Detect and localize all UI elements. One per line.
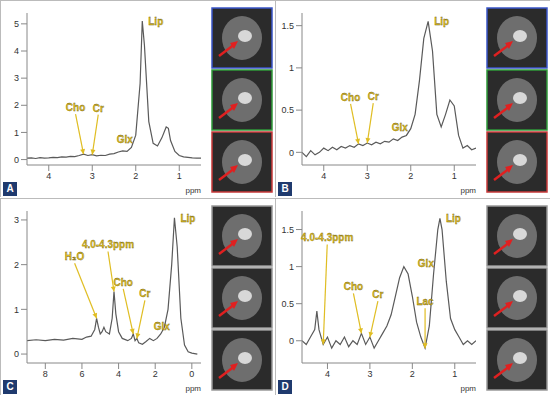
svg-text:ppm: ppm: [185, 384, 201, 393]
svg-text:Glx: Glx: [154, 321, 171, 332]
svg-text:0: 0: [14, 155, 19, 165]
svg-text:1: 1: [14, 305, 19, 315]
svg-text:4: 4: [14, 46, 19, 56]
svg-text:Cho: Cho: [344, 281, 363, 292]
svg-text:1: 1: [177, 171, 182, 181]
svg-text:Lip: Lip: [180, 213, 195, 224]
svg-text:Lip: Lip: [148, 16, 163, 27]
svg-text:4: 4: [321, 171, 326, 181]
svg-text:1: 1: [14, 128, 19, 138]
svg-text:2: 2: [14, 100, 19, 110]
svg-text:H₂O: H₂O: [65, 251, 85, 262]
html-text:A: A: [6, 183, 14, 194]
svg-text:Cr: Cr: [93, 103, 104, 114]
svg-text:1: 1: [289, 262, 294, 272]
svg-text:0: 0: [289, 336, 294, 346]
svg-text:2: 2: [410, 369, 415, 379]
svg-text:5: 5: [14, 19, 19, 29]
svg-text:4.0-4.3ppm: 4.0-4.3ppm: [301, 232, 353, 243]
svg-text:2: 2: [133, 171, 138, 181]
svg-text:1: 1: [452, 171, 457, 181]
svg-text:Lip: Lip: [446, 213, 461, 224]
svg-text:8: 8: [43, 369, 48, 379]
svg-text:2: 2: [408, 171, 413, 181]
svg-text:4.0-4.3ppm: 4.0-4.3ppm: [82, 239, 134, 250]
svg-text:0.5: 0.5: [281, 299, 294, 309]
svg-text:Cho: Cho: [341, 92, 360, 103]
svg-text:0.5: 0.5: [281, 105, 294, 115]
svg-text:ppm: ppm: [460, 186, 476, 195]
svg-text:Cr: Cr: [368, 91, 379, 102]
svg-text:3: 3: [90, 171, 95, 181]
svg-text:ppm: ppm: [185, 186, 201, 195]
svg-text:Cho: Cho: [66, 102, 85, 113]
svg-text:3: 3: [14, 73, 19, 83]
svg-text:1: 1: [289, 63, 294, 73]
svg-text:2: 2: [14, 260, 19, 270]
svg-text:3: 3: [367, 369, 372, 379]
svg-text:Cr: Cr: [372, 289, 383, 300]
svg-text:Cho: Cho: [114, 277, 133, 288]
svg-text:3: 3: [365, 171, 370, 181]
svg-text:4: 4: [325, 369, 330, 379]
html-text:C: C: [6, 381, 14, 392]
svg-text:Lac: Lac: [416, 296, 434, 307]
svg-text:Lip: Lip: [434, 16, 449, 27]
svg-text:ppm: ppm: [460, 384, 476, 393]
svg-text:1.5: 1.5: [281, 21, 294, 31]
svg-text:0: 0: [14, 349, 19, 359]
svg-text:4: 4: [116, 369, 121, 379]
svg-text:Cr: Cr: [139, 288, 150, 299]
svg-text:0: 0: [289, 148, 294, 158]
svg-text:0: 0: [189, 369, 194, 379]
html-text:D: D: [281, 381, 289, 392]
svg-text:2: 2: [153, 369, 158, 379]
svg-text:1.5: 1.5: [281, 225, 294, 235]
svg-text:1: 1: [452, 369, 457, 379]
svg-text:Glx: Glx: [418, 258, 435, 269]
svg-text:Glx: Glx: [392, 122, 409, 133]
svg-text:3: 3: [14, 215, 19, 225]
svg-text:4: 4: [46, 171, 51, 181]
svg-text:6: 6: [79, 369, 84, 379]
svg-text:Glx: Glx: [117, 134, 134, 145]
html-text:B: B: [281, 183, 289, 194]
